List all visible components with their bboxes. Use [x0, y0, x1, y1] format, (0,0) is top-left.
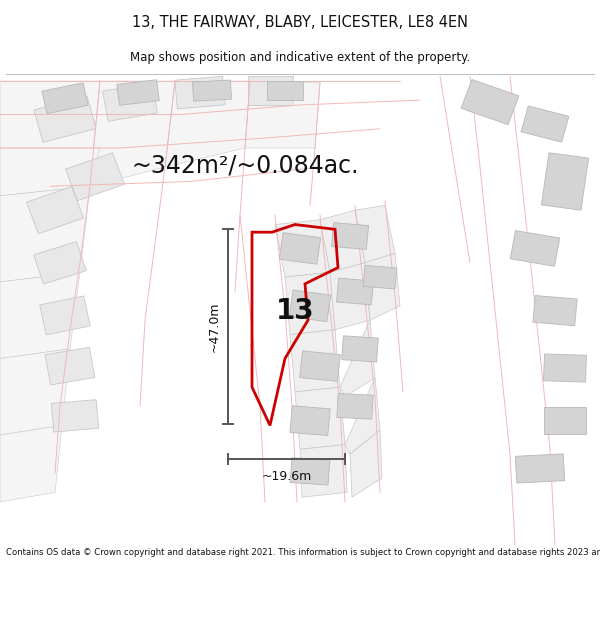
- Polygon shape: [300, 444, 347, 497]
- Polygon shape: [26, 187, 83, 234]
- Polygon shape: [175, 76, 225, 109]
- Polygon shape: [0, 81, 100, 196]
- Polygon shape: [320, 210, 365, 272]
- Text: ~47.0m: ~47.0m: [208, 301, 221, 352]
- Text: Map shows position and indicative extent of the property.: Map shows position and indicative extent…: [130, 51, 470, 64]
- Polygon shape: [290, 458, 330, 485]
- Polygon shape: [337, 394, 373, 419]
- Polygon shape: [0, 349, 70, 435]
- Polygon shape: [544, 354, 586, 382]
- Polygon shape: [345, 378, 380, 454]
- Polygon shape: [165, 81, 250, 167]
- Text: 13: 13: [275, 297, 314, 324]
- Polygon shape: [510, 231, 560, 266]
- Polygon shape: [461, 79, 519, 124]
- Polygon shape: [193, 80, 232, 101]
- Polygon shape: [42, 83, 88, 114]
- Polygon shape: [365, 253, 400, 320]
- Polygon shape: [515, 454, 565, 483]
- Text: Contains OS data © Crown copyright and database right 2021. This information is : Contains OS data © Crown copyright and d…: [6, 548, 600, 556]
- Text: ~19.6m: ~19.6m: [262, 469, 311, 482]
- Polygon shape: [103, 83, 157, 121]
- Polygon shape: [117, 80, 159, 105]
- Polygon shape: [350, 430, 382, 497]
- Polygon shape: [34, 242, 86, 284]
- Polygon shape: [337, 278, 374, 305]
- Polygon shape: [0, 272, 80, 359]
- Polygon shape: [0, 186, 90, 282]
- Polygon shape: [290, 330, 340, 392]
- Polygon shape: [541, 152, 589, 210]
- Polygon shape: [51, 399, 99, 432]
- Polygon shape: [289, 290, 331, 322]
- Polygon shape: [355, 206, 395, 262]
- Polygon shape: [521, 106, 569, 142]
- Polygon shape: [245, 81, 320, 148]
- Polygon shape: [248, 76, 293, 105]
- Polygon shape: [0, 426, 62, 502]
- Text: 13, THE FAIRWAY, BLABY, LEICESTER, LE8 4EN: 13, THE FAIRWAY, BLABY, LEICESTER, LE8 4…: [132, 16, 468, 31]
- Polygon shape: [544, 408, 586, 434]
- Text: ~342m²/~0.084ac.: ~342m²/~0.084ac.: [131, 153, 359, 178]
- Polygon shape: [363, 266, 397, 289]
- Polygon shape: [275, 220, 330, 277]
- Polygon shape: [340, 320, 375, 397]
- Polygon shape: [34, 96, 96, 142]
- Polygon shape: [533, 296, 577, 326]
- Polygon shape: [295, 387, 345, 449]
- Polygon shape: [267, 81, 303, 100]
- Polygon shape: [290, 406, 330, 436]
- Polygon shape: [0, 148, 100, 196]
- Polygon shape: [40, 296, 91, 335]
- Polygon shape: [65, 152, 124, 201]
- Polygon shape: [330, 262, 370, 330]
- Polygon shape: [341, 336, 379, 362]
- Polygon shape: [279, 232, 321, 264]
- Polygon shape: [299, 351, 340, 381]
- Polygon shape: [285, 272, 335, 334]
- Polygon shape: [45, 348, 95, 385]
- Polygon shape: [331, 222, 368, 249]
- Polygon shape: [90, 81, 175, 186]
